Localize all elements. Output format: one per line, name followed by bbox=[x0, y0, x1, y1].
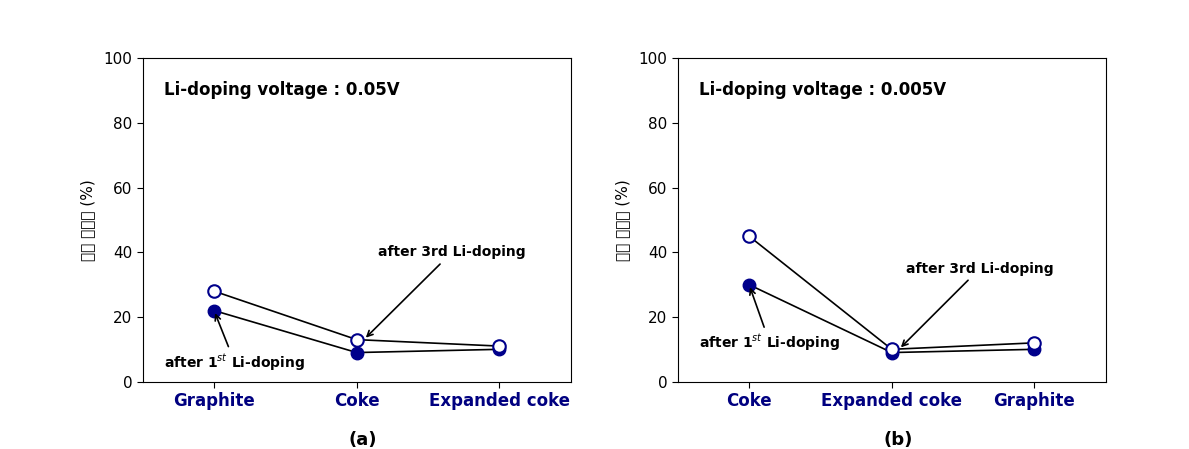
Y-axis label: 두께 변화율 (%): 두께 변화율 (%) bbox=[80, 179, 95, 261]
Text: after 3rd Li-doping: after 3rd Li-doping bbox=[367, 245, 526, 336]
Text: Li-doping voltage : 0.05V: Li-doping voltage : 0.05V bbox=[164, 81, 400, 99]
Text: after 1$^{st}$ Li-doping: after 1$^{st}$ Li-doping bbox=[699, 289, 841, 353]
Y-axis label: 두께 변화율 (%): 두께 변화율 (%) bbox=[615, 179, 630, 261]
Text: after 1$^{st}$ Li-doping: after 1$^{st}$ Li-doping bbox=[164, 315, 306, 373]
Text: after 3rd Li-doping: after 3rd Li-doping bbox=[902, 261, 1053, 346]
Text: (a): (a) bbox=[348, 431, 377, 449]
Text: (b): (b) bbox=[883, 431, 912, 449]
Text: Li-doping voltage : 0.005V: Li-doping voltage : 0.005V bbox=[699, 81, 946, 99]
